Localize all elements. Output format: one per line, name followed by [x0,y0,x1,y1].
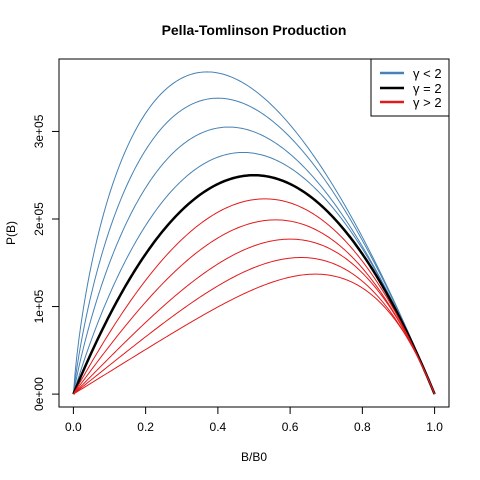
series-lines [72,71,436,395]
y-axis-label: P(B) [4,221,18,245]
x-tick-label: 0.0 [65,420,82,434]
chart-title: Pella-Tomlinson Production [162,22,347,38]
legend-label-gamma-lt-2: γ < 2 [413,66,442,81]
x-tick-label: 0.6 [282,420,299,434]
x-tick-label: 0.2 [137,420,154,434]
series-line-6 [72,198,436,395]
y-tick-label: 3e+05 [32,114,46,148]
legend-label-gamma-gt-2: γ > 2 [413,95,442,110]
x-axis-label: B/B0 [241,450,267,464]
series-line-8 [73,238,436,395]
series-line-10 [73,273,436,395]
y-tick-label: 2e+05 [32,202,46,236]
series-line-4 [72,151,436,395]
y-tick-label: 1e+05 [32,289,46,323]
series-line-9 [73,257,436,395]
x-tick-label: 1.0 [426,420,443,434]
x-tick-label: 0.8 [354,420,371,434]
series-line-5 [72,173,436,395]
y-tick-label: 0e+00 [32,377,46,411]
series-line-7 [72,219,436,395]
series-line-2 [72,97,436,395]
legend: γ < 2 γ = 2 γ > 2 [370,58,450,117]
series-line-3 [72,126,436,395]
series-line-1 [72,71,436,395]
x-tick-label: 0.4 [210,420,227,434]
legend-label-gamma-eq-2: γ = 2 [413,81,442,96]
x-axis: 0.0 0.2 0.4 0.6 0.8 1.0 [65,406,443,434]
y-axis: 0e+00 1e+05 2e+05 3e+05 [32,114,60,411]
